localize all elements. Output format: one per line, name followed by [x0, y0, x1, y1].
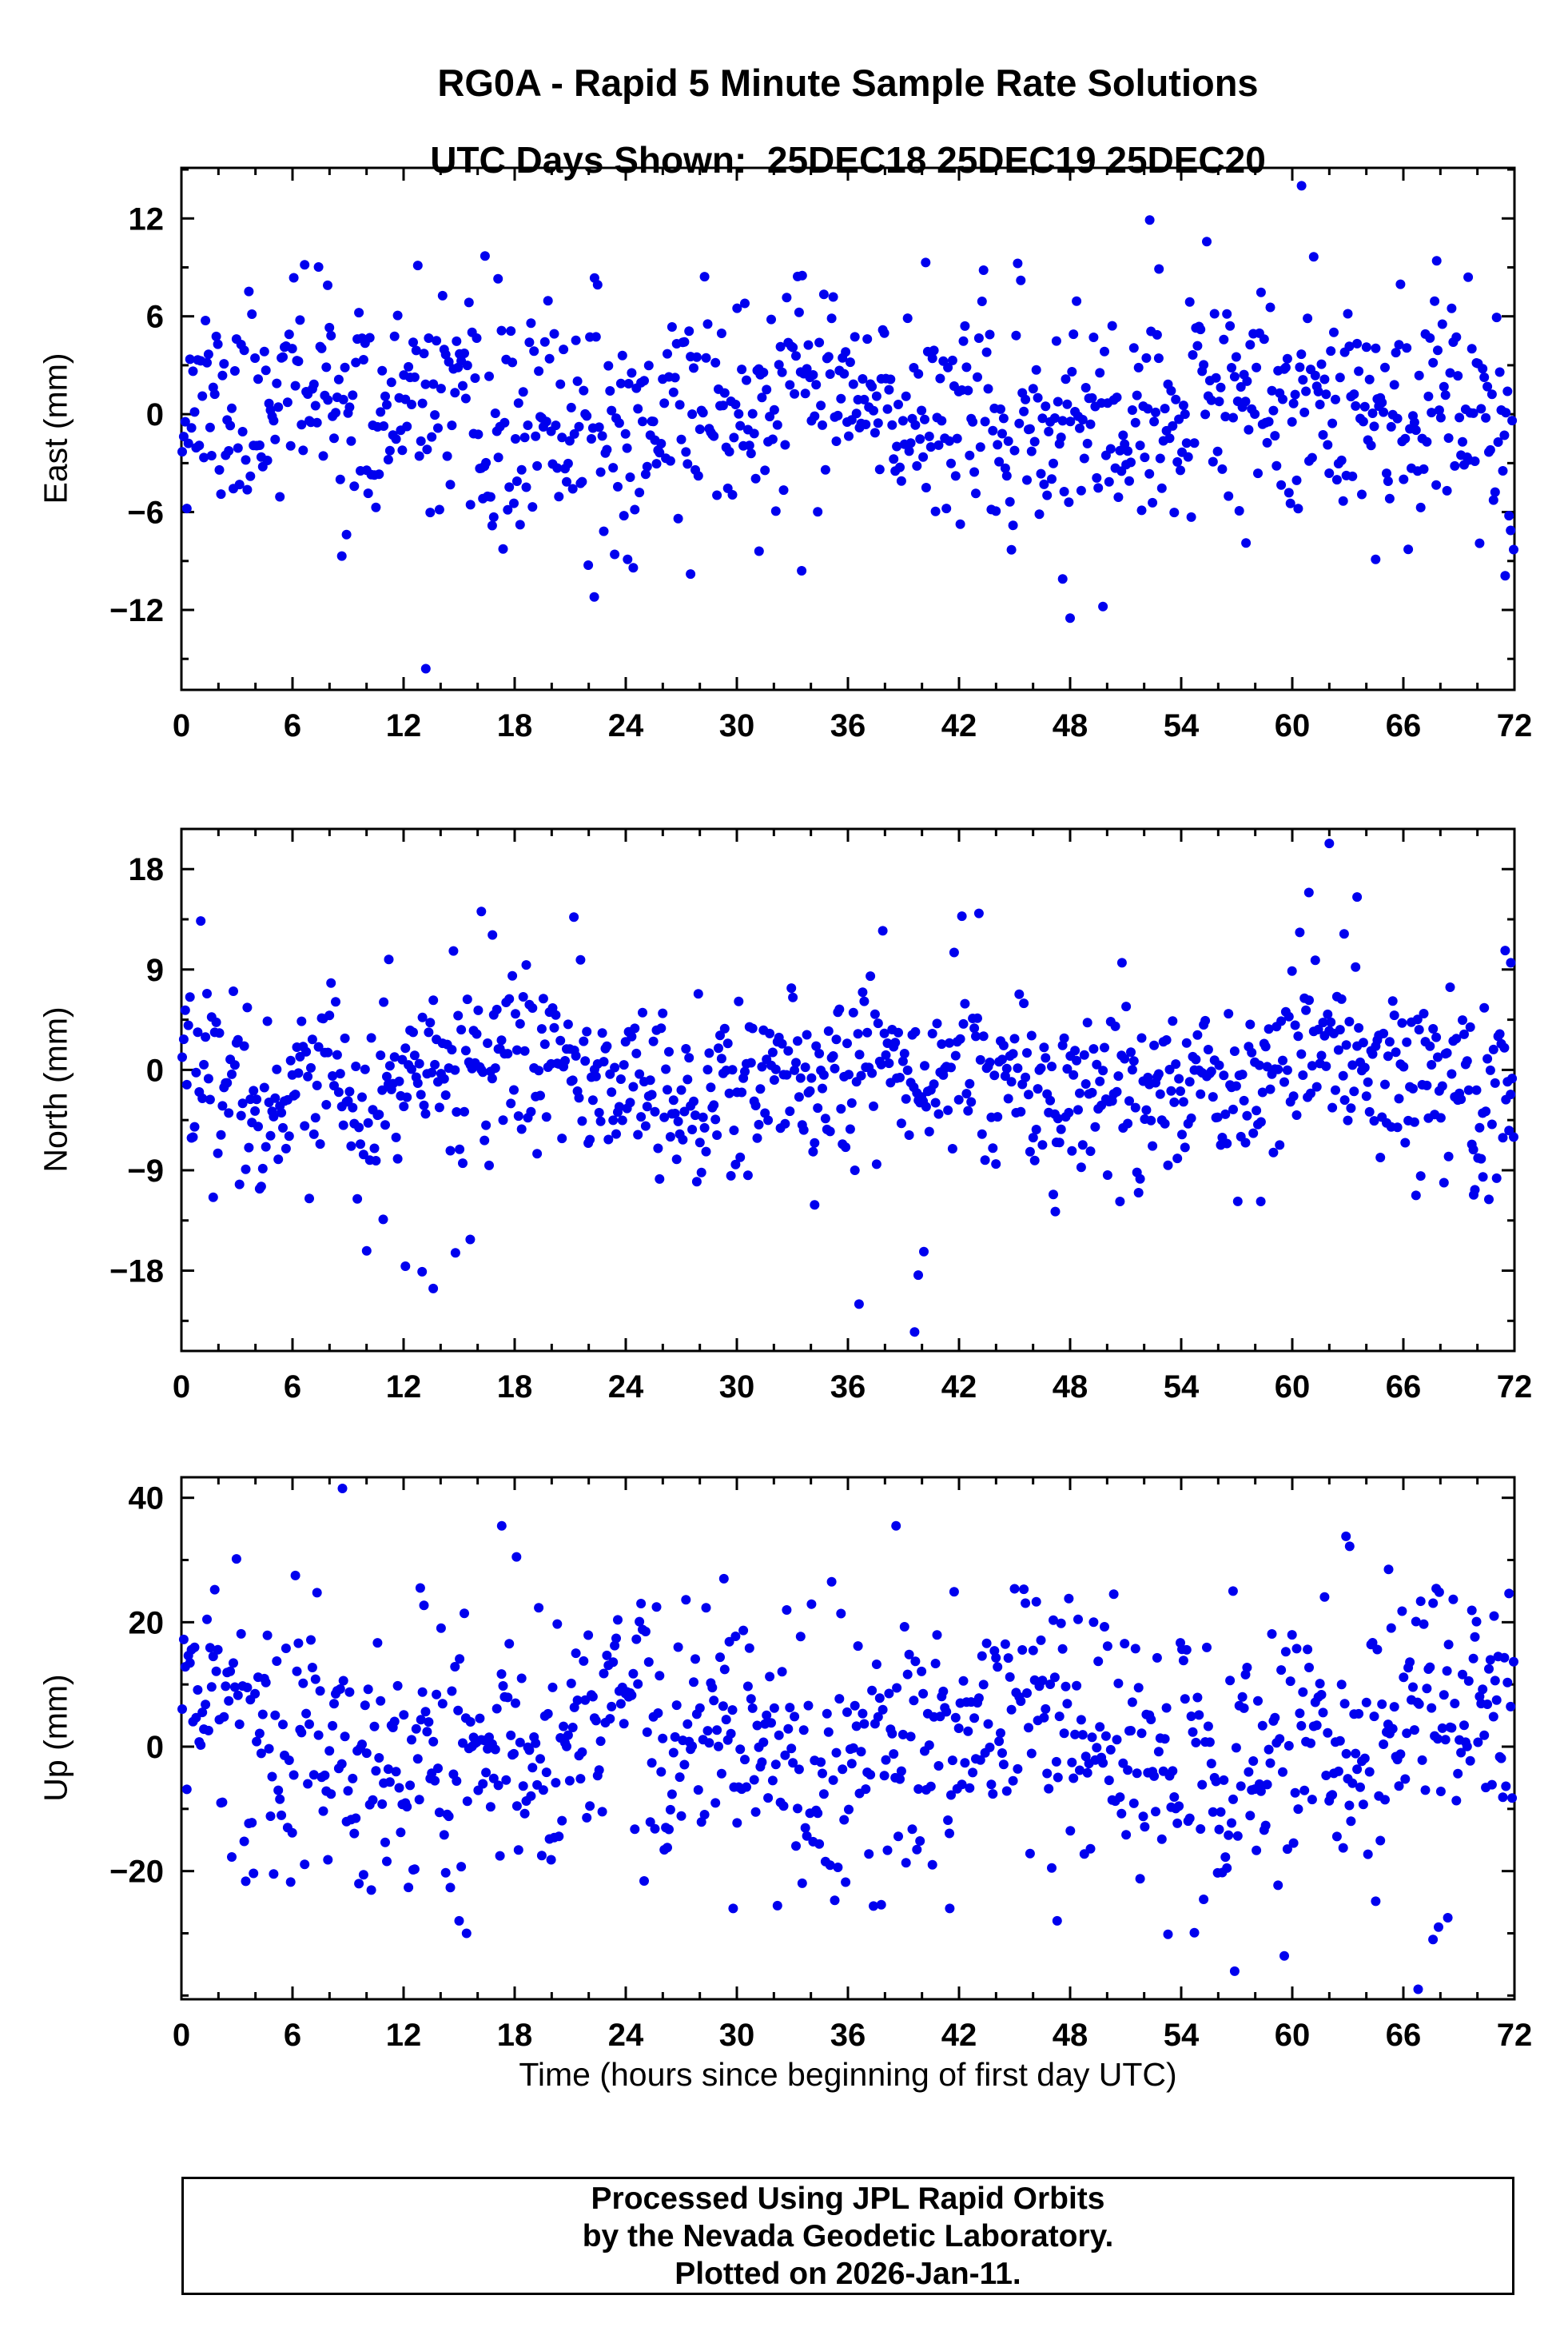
svg-text:−20: −20 [109, 1855, 164, 1890]
svg-text:12: 12 [386, 708, 422, 743]
chart-header: RG0A - Rapid 5 Minute Sample Rate Soluti… [181, 30, 1514, 213]
svg-text:24: 24 [608, 1369, 644, 1405]
north-data-points [177, 839, 1518, 1337]
svg-text:60: 60 [1275, 1369, 1311, 1405]
svg-text:36: 36 [830, 708, 866, 743]
north-scatter-plot: 0 6 12 18 24 30 36 42 48 54 60 66 72 18 9 0 −9 −18 [109, 827, 1532, 1405]
svg-text:0: 0 [146, 397, 164, 432]
svg-text:42: 42 [941, 1369, 977, 1405]
svg-text:30: 30 [719, 2018, 755, 2053]
svg-text:6: 6 [284, 1369, 301, 1405]
svg-text:54: 54 [1164, 708, 1200, 743]
chart-title: RG0A - Rapid 5 Minute Sample Rate Soluti… [437, 62, 1259, 104]
svg-text:36: 36 [830, 2018, 866, 2053]
svg-text:24: 24 [608, 708, 644, 743]
north-axes [180, 827, 1516, 1353]
svg-text:48: 48 [1053, 2018, 1088, 2053]
svg-text:24: 24 [608, 2018, 644, 2053]
svg-text:0: 0 [173, 708, 190, 743]
svg-text:30: 30 [719, 708, 755, 743]
svg-text:60: 60 [1275, 2018, 1311, 2053]
svg-text:40: 40 [129, 1481, 165, 1516]
up-tick-labels: 0 6 12 18 24 30 36 42 48 54 60 66 72 40 20 0 −20 [109, 1481, 1532, 2053]
svg-text:12: 12 [386, 1369, 422, 1405]
east-axes [180, 166, 1516, 691]
svg-text:66: 66 [1386, 708, 1422, 743]
footer-box: Processed Using JPL Rapid Orbits by the … [181, 2177, 1514, 2295]
svg-text:6: 6 [284, 708, 301, 743]
svg-text:−6: −6 [127, 496, 164, 531]
svg-text:54: 54 [1164, 2018, 1200, 2053]
svg-text:12: 12 [386, 2018, 422, 2053]
svg-text:30: 30 [719, 1369, 755, 1405]
svg-text:72: 72 [1497, 2018, 1533, 2053]
svg-text:18: 18 [497, 1369, 533, 1405]
svg-text:18: 18 [497, 2018, 533, 2053]
svg-text:72: 72 [1497, 708, 1533, 743]
svg-text:66: 66 [1386, 1369, 1422, 1405]
svg-text:−18: −18 [109, 1254, 164, 1289]
svg-text:6: 6 [284, 2018, 301, 2053]
svg-text:48: 48 [1053, 1369, 1088, 1405]
svg-text:66: 66 [1386, 2018, 1422, 2053]
svg-text:18: 18 [129, 852, 165, 887]
svg-text:42: 42 [941, 708, 977, 743]
svg-text:0: 0 [173, 1369, 190, 1405]
svg-text:42: 42 [941, 2018, 977, 2053]
svg-text:72: 72 [1497, 1369, 1533, 1405]
svg-text:0: 0 [146, 1053, 164, 1088]
x-axis-label: Time (hours since beginning of first day… [519, 2056, 1177, 2093]
svg-text:36: 36 [830, 1369, 866, 1405]
svg-text:−9: −9 [127, 1154, 164, 1189]
svg-text:18: 18 [497, 708, 533, 743]
footer-line-3: Plotted on 2026-Jan-11. [675, 2256, 1021, 2291]
up-data-points [177, 1484, 1518, 1994]
svg-text:0: 0 [173, 2018, 190, 2053]
up-axes [180, 1476, 1516, 2001]
svg-text:48: 48 [1053, 708, 1088, 743]
svg-text:−12: −12 [109, 593, 164, 628]
footer-line-2: by the Nevada Geodetic Laboratory. [582, 2218, 1114, 2253]
svg-text:54: 54 [1164, 1369, 1200, 1405]
svg-text:60: 60 [1275, 708, 1311, 743]
east-data-points [177, 181, 1518, 674]
north-tick-labels: 0 6 12 18 24 30 36 42 48 54 60 66 72 18 9 0 −9 −18 [109, 852, 1532, 1405]
svg-text:6: 6 [146, 300, 164, 335]
footer-line-1: Processed Using JPL Rapid Orbits [591, 2181, 1105, 2216]
svg-text:20: 20 [129, 1605, 165, 1640]
svg-text:0: 0 [146, 1730, 164, 1765]
up-scatter-plot: 0 6 12 18 24 30 36 42 48 54 60 66 72 40 20 0 −20 [109, 1476, 1532, 2053]
svg-text:12: 12 [129, 201, 165, 237]
svg-text:9: 9 [146, 953, 164, 988]
